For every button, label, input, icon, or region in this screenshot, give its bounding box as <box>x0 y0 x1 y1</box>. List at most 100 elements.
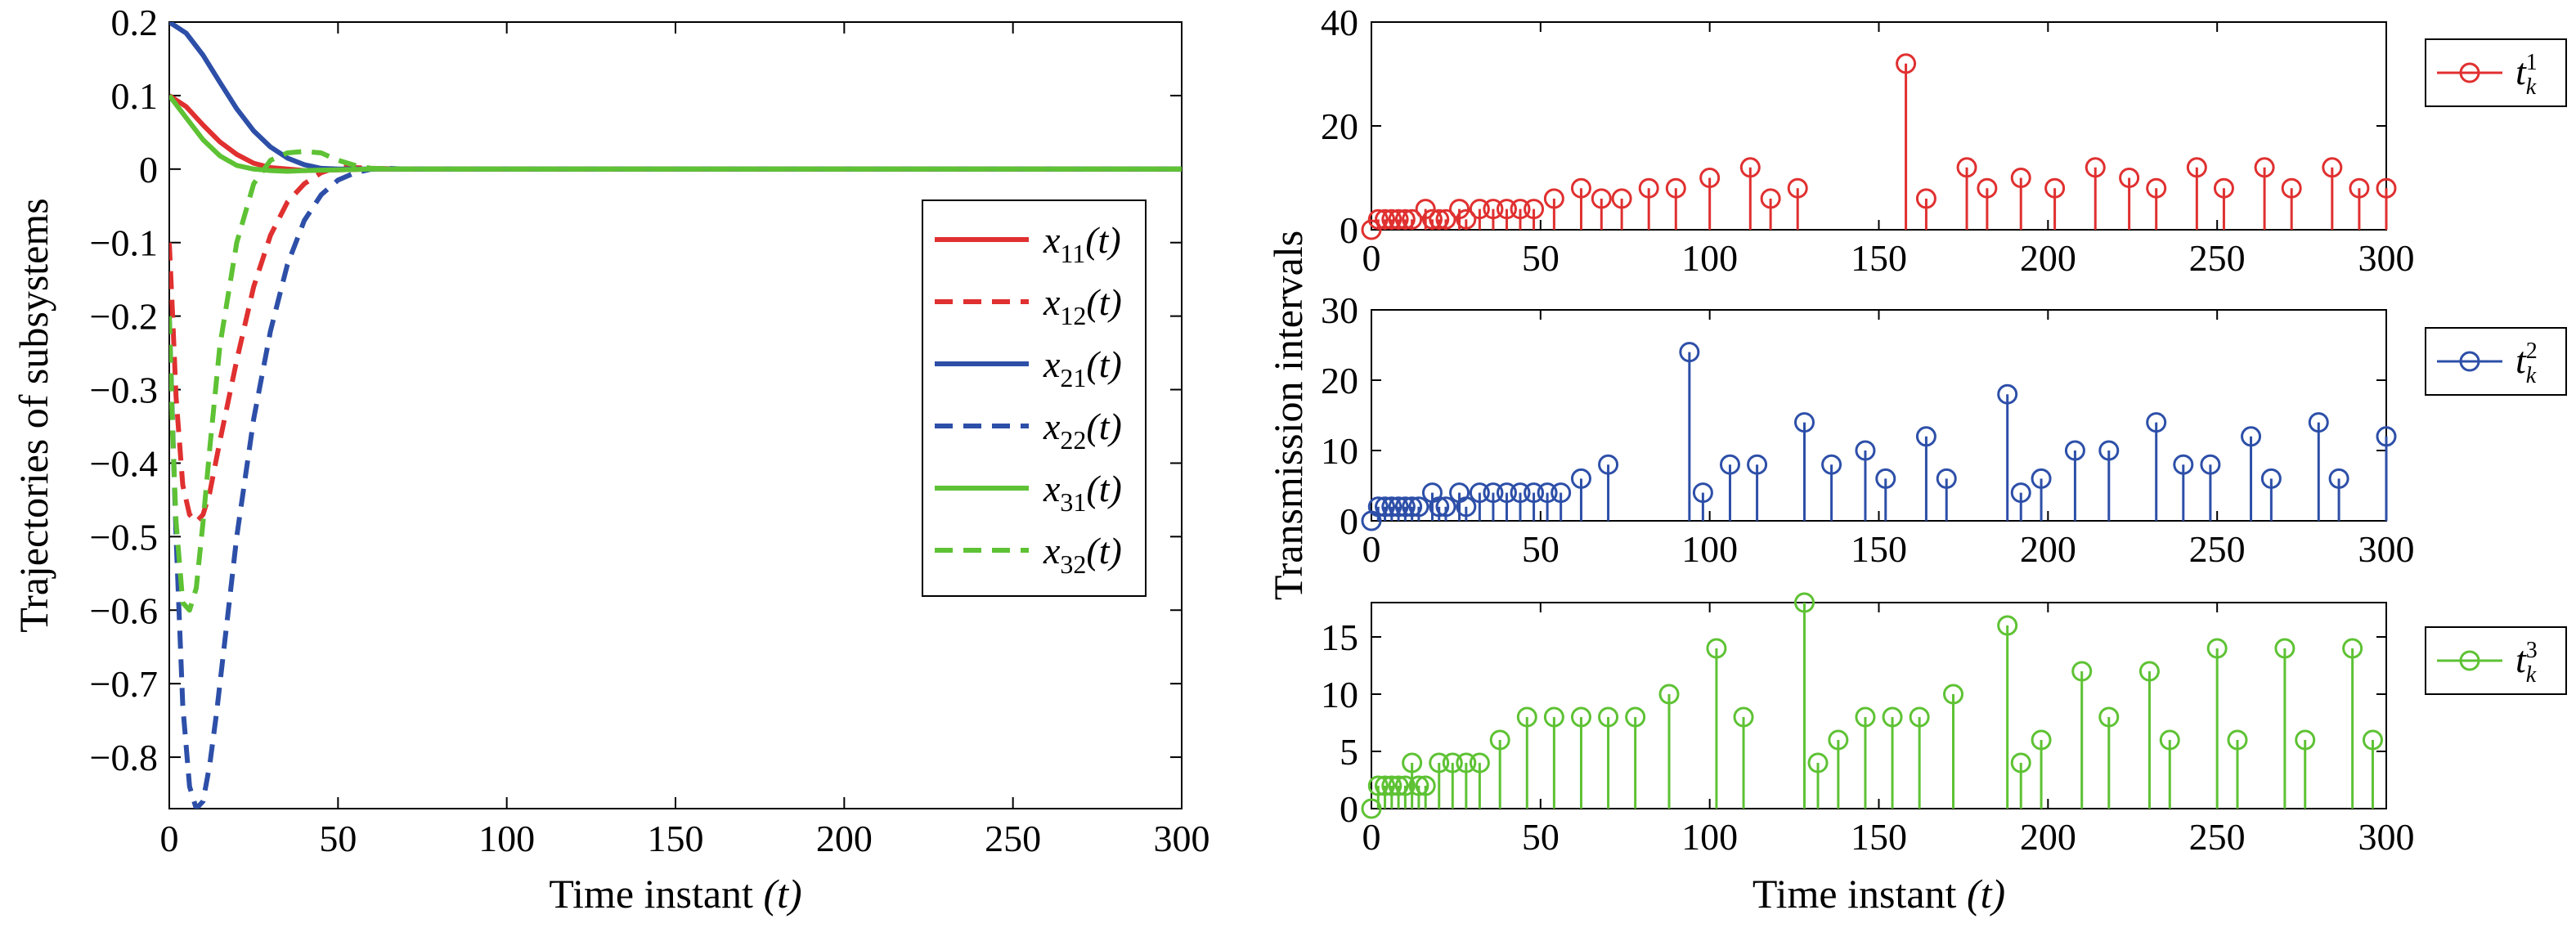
stem-marker <box>1388 775 1409 796</box>
legend-label: t1 k <box>2515 50 2538 100</box>
stem-marker <box>2173 454 2194 475</box>
y-tick-label: 0.1 <box>111 75 159 117</box>
stem-marker <box>1402 496 1423 518</box>
x-axis-label: Time instant (t) <box>549 871 801 917</box>
legend-swatch-marker <box>2459 650 2480 671</box>
legend-label-main: t <box>2515 339 2527 381</box>
y-axis-label: Transmission intervals <box>1265 231 1311 600</box>
stem-marker <box>1394 496 1416 518</box>
legend-label-32: x32(t) <box>1043 530 1122 579</box>
x-tick-label: 150 <box>1851 237 1907 279</box>
stem-marker <box>1611 188 1632 209</box>
legend-label-21: x21(t) <box>1043 343 1122 392</box>
y-tick-label: −0.3 <box>90 370 158 411</box>
x-tick-label: 150 <box>1851 528 1907 570</box>
legend-label-arg: (t) <box>1086 343 1121 385</box>
x-tick-label: 50 <box>1522 816 1560 858</box>
stem-marker <box>1638 177 1659 199</box>
legend-label-sub: 21 <box>1060 363 1086 392</box>
stem-marker <box>1496 199 1517 220</box>
stem-marker <box>1915 188 1936 209</box>
stem-marker <box>1828 729 1849 751</box>
stem-marker <box>1449 199 1470 220</box>
x-axis-label: Time instant (t) <box>1752 871 2005 917</box>
stem-marker <box>1388 496 1409 518</box>
stem-marker <box>1367 208 1389 230</box>
stem-marker <box>1570 706 1591 728</box>
legend-label-arg: (t) <box>1086 406 1121 447</box>
stem-marker <box>1943 684 1964 705</box>
stem-marker <box>1469 482 1490 504</box>
stem-marker <box>1699 168 1721 188</box>
x-tick-label: 0 <box>1362 237 1381 279</box>
plot-area <box>1371 602 2387 809</box>
stem-marker <box>1855 706 1876 728</box>
y-tick-label: −0.1 <box>90 222 158 264</box>
legend-label: t3 k <box>2515 638 2538 688</box>
y-tick-label: 20 <box>1321 360 1358 401</box>
legend-label-sub: 31 <box>1060 487 1086 517</box>
stem-marker <box>1421 208 1443 230</box>
stem-marker <box>1793 412 1815 433</box>
x-tick-label: 300 <box>1154 818 1210 859</box>
stem-marker <box>2274 638 2296 659</box>
x-tick-label: 50 <box>319 818 357 859</box>
stem-marker <box>2281 177 2302 199</box>
y-tick-label: 20 <box>1321 105 1358 147</box>
legend-label-sub: k <box>2526 363 2537 388</box>
legend-label-arg: (t) <box>1086 530 1121 572</box>
stem-marker <box>2071 661 2093 682</box>
plot-area <box>1371 309 2387 522</box>
stem-marker <box>1570 177 1591 199</box>
stem-marker <box>2010 168 2031 188</box>
stem-marker <box>1361 798 1382 819</box>
x-tick-label: 250 <box>2189 237 2246 279</box>
stem-marker <box>1375 208 1396 230</box>
stem-marker <box>2213 177 2234 199</box>
legend-label-31: x31(t) <box>1043 468 1122 517</box>
legend-label-arg: (t) <box>1085 219 1120 261</box>
stem-marker <box>1456 208 1477 230</box>
stem-marker <box>2308 412 2329 433</box>
legend-label-main: t <box>2515 639 2527 680</box>
y-tick-label: 40 <box>1321 2 1358 43</box>
transmission-plot-2: 0 50 100 150 200 250 300 0 10 20 30 t2 k <box>1321 289 2567 570</box>
y-tick-label: 30 <box>1321 289 1358 331</box>
x-tick-label: 300 <box>2358 816 2415 858</box>
y-tick-label: −0.5 <box>90 516 158 558</box>
stem-marker <box>2010 482 2031 504</box>
stem-marker <box>2376 426 2397 447</box>
x-tick-label: 0 <box>160 818 179 859</box>
stem-marker <box>1367 775 1389 796</box>
x-tick-label: 300 <box>2358 237 2415 279</box>
stem-marker <box>1875 468 1896 489</box>
stem-marker <box>1381 496 1402 518</box>
stem-marker <box>1733 706 1754 728</box>
legend: x11(t)x12(t)x21(t)x22(t)x31(t)x32(t) <box>922 199 1147 597</box>
stem-marker <box>2241 426 2262 447</box>
stem-marker <box>1524 199 1545 220</box>
legend-label-main: t <box>2515 51 2527 92</box>
legend: t1 k <box>2425 38 2567 107</box>
stem-marker <box>1936 468 1957 489</box>
stem-marker <box>1394 775 1416 796</box>
plot-area <box>1371 21 2387 231</box>
y-tick-label: 0 <box>1340 788 1358 830</box>
stem-marker <box>1415 775 1436 796</box>
stem-marker <box>2376 177 2397 199</box>
x-tick-label: 150 <box>1851 816 1907 858</box>
x-axis-label-text: Time instant <box>1752 871 1967 917</box>
stem-marker <box>2322 157 2343 178</box>
stem-marker <box>1381 208 1402 230</box>
x-axis-label-text: Time instant <box>549 871 763 917</box>
legend-label-sub: 12 <box>1060 301 1086 330</box>
stem-marker <box>2200 454 2221 475</box>
x-tick-label: 150 <box>648 818 704 859</box>
stem-marker <box>1496 482 1517 504</box>
stem-marker <box>2010 752 2031 773</box>
stem-marker <box>2146 177 2167 199</box>
stem-marker <box>1489 729 1510 751</box>
stem-marker <box>2031 729 2052 751</box>
stem-marker <box>1537 482 1558 504</box>
